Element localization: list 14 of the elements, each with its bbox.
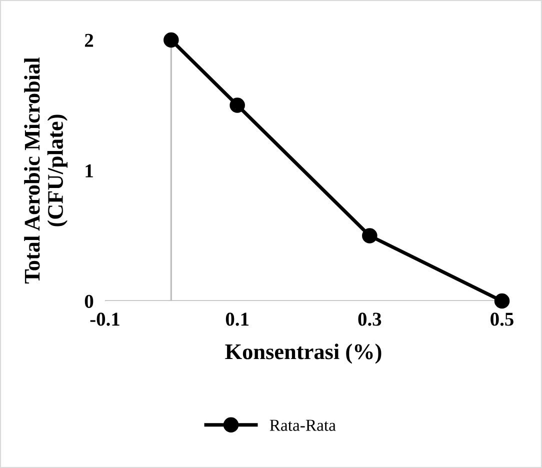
x-tick-label: 0.3 bbox=[358, 312, 382, 326]
y-tick-label: 1 bbox=[86, 164, 93, 178]
y-tick-label: 0 bbox=[84, 294, 94, 308]
x-tick-label: 0.5 bbox=[490, 312, 514, 326]
y-tick-label: 2 bbox=[84, 34, 94, 47]
point bbox=[230, 98, 245, 113]
x-tick-label: 0.1 bbox=[226, 312, 248, 326]
point bbox=[494, 293, 510, 309]
y-axis-title: Total Aerobic Microbial (CFU/plate) bbox=[24, 57, 68, 284]
point bbox=[164, 32, 179, 48]
legend-label: Rata-Rata bbox=[270, 420, 336, 431]
x-tick-label: -0.1 bbox=[90, 312, 120, 326]
point bbox=[362, 228, 378, 244]
x-axis-title: Konsentrasi (%) bbox=[225, 344, 382, 364]
